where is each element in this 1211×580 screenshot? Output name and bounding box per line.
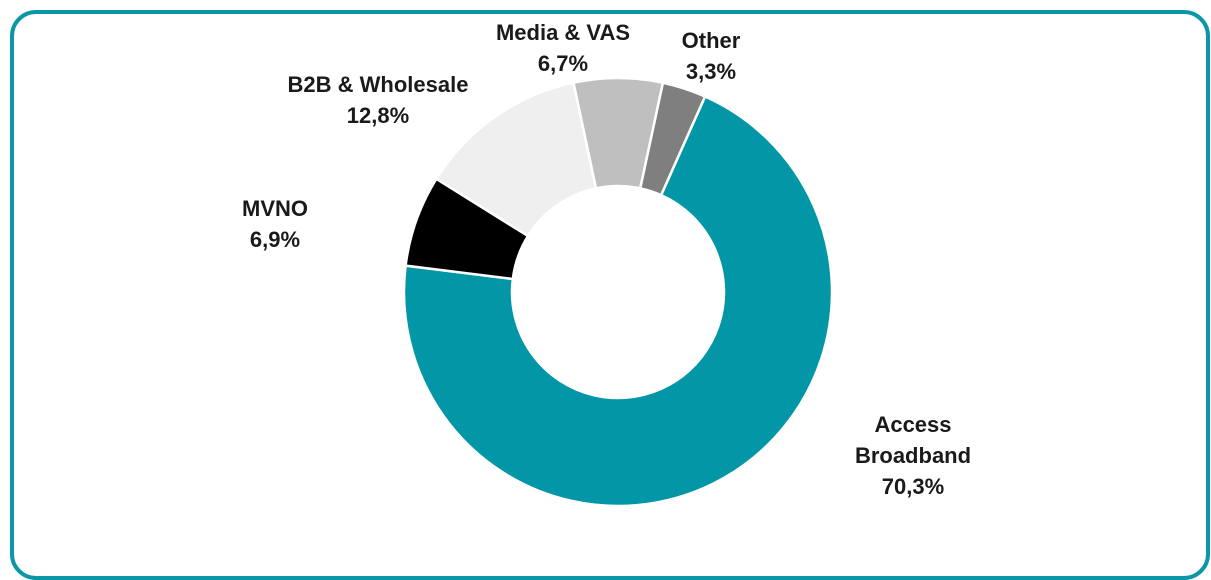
value-label-other: 3,3% [686,59,736,84]
slice-label-access-broadband-0: Access [874,412,951,437]
slice-other [638,81,707,197]
donut-slices [402,76,834,508]
donut-chart: Access Broadband 70,3% MVNO 6,9% B2B & Wholes… [242,20,971,508]
slice-access-broadband [402,94,834,508]
value-label-b2b-and-wholesale: 12,8% [347,103,409,128]
value-label-access-broadband: 70,3% [882,474,944,499]
slice-label-media-and-vas-0: Media & VAS [496,20,630,45]
value-label-media-and-vas: 6,7% [538,51,588,76]
slice-b2b-and-wholesale [434,81,598,238]
slice-label-mvno-0: MVNO [242,196,308,221]
value-label-mvno: 6,9% [250,227,300,252]
slice-labels: Access Broadband 70,3% MVNO 6,9% B2B & Wholes… [242,20,971,499]
slice-label-other-0: Other [682,28,741,53]
slice-label-b2b-and-wholesale-0: B2B & Wholesale [288,72,469,97]
slice-label-access-broadband-1: Broadband [855,443,971,468]
